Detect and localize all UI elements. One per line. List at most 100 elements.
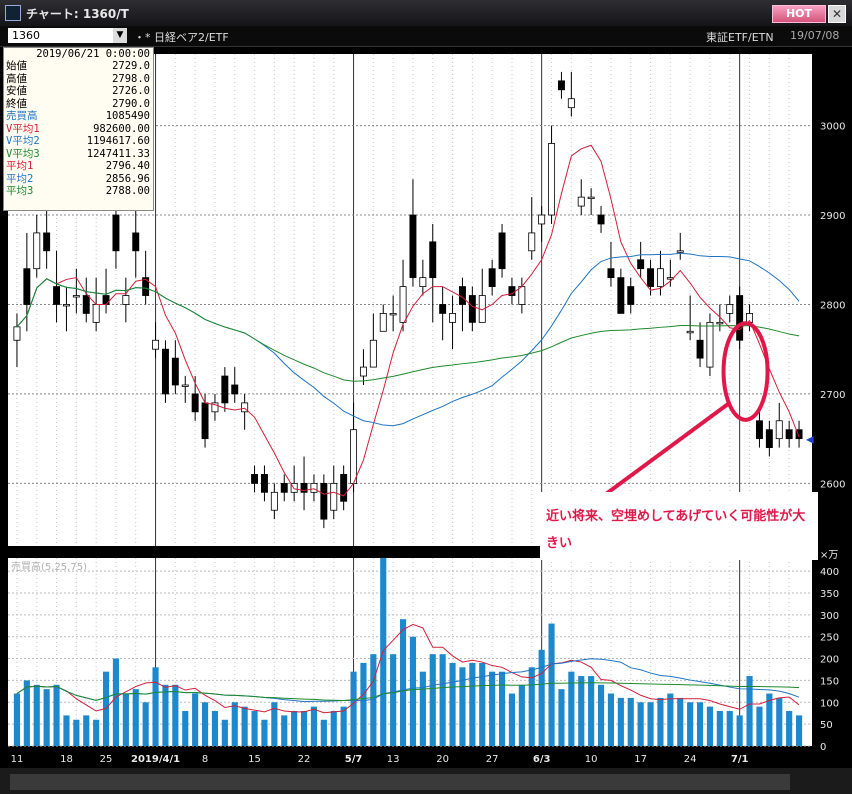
candle	[429, 241, 437, 279]
volume-bar	[449, 662, 456, 746]
symbol-name: ・* 日経ベア2/ETF	[134, 31, 229, 44]
volume-bar	[538, 649, 545, 746]
volume-bar	[53, 684, 60, 746]
scroll-thumb	[10, 774, 790, 790]
candle	[637, 259, 645, 270]
candle	[53, 286, 61, 305]
info-value: 1194617.60	[86, 135, 150, 147]
x-tick-label: 15	[248, 754, 261, 765]
x-tick-label: 11	[11, 754, 24, 765]
candle	[577, 196, 585, 207]
info-row: 平均1 2796.40	[4, 160, 153, 173]
candle	[755, 420, 763, 440]
candle	[409, 214, 417, 279]
x-tick-label: 17	[634, 754, 647, 765]
candle	[191, 393, 199, 413]
info-value: 2798.0	[112, 72, 150, 85]
volume-bar	[330, 711, 337, 746]
volume-bar	[528, 667, 535, 746]
candle	[716, 321, 724, 325]
candle	[587, 196, 595, 200]
volume-bar	[33, 684, 40, 746]
candle	[656, 268, 664, 287]
candle	[142, 277, 150, 296]
x-tick-label: 13	[387, 754, 400, 765]
candle	[350, 429, 358, 484]
info-row: 平均2 2856.96	[4, 173, 153, 186]
info-label: 売買高	[6, 110, 38, 122]
volume-bar	[667, 693, 674, 746]
x-tick-label: 20	[436, 754, 449, 765]
candle	[369, 339, 377, 368]
x-tick-label: 18	[60, 754, 73, 765]
volume-tick-label: 50	[820, 720, 833, 731]
x-tick-label: 7/1	[731, 754, 749, 765]
market-name: 東証ETF/ETN	[706, 31, 774, 44]
volume-bar	[597, 684, 605, 746]
volume-bar	[508, 693, 516, 746]
candle	[419, 277, 427, 287]
candle	[62, 304, 70, 307]
volume-tick-label: 350	[820, 589, 839, 600]
symbol-input[interactable]: 1360	[8, 28, 126, 43]
volume-tick-label: 400	[820, 567, 839, 578]
volume-tick-label: 200	[820, 655, 839, 666]
candle	[221, 375, 229, 404]
volume-bar	[23, 680, 30, 746]
volume-bar	[588, 676, 595, 746]
chart-canvas[interactable]: 2600 2700 2800 2900 3000 0 50 100 150 200 250 300 35…	[0, 46, 852, 794]
volume-bar	[132, 689, 139, 746]
x-tick-label: 8	[202, 754, 208, 765]
candle	[597, 214, 605, 225]
candle	[607, 268, 615, 279]
info-value: 1085490	[105, 110, 150, 122]
volume-bar	[360, 662, 367, 746]
volume-bar	[469, 662, 476, 746]
hot-button[interactable]: HOT	[772, 5, 826, 23]
candle	[92, 304, 100, 323]
volume-bar	[726, 711, 733, 746]
candle	[122, 295, 130, 305]
info-value: 2790.0	[112, 97, 150, 110]
volume-bar	[63, 715, 70, 746]
volume-bar	[637, 702, 644, 746]
x-tick-label: 24	[684, 754, 697, 765]
candle	[439, 304, 447, 314]
candle	[399, 286, 407, 323]
volume-tick-label: 100	[820, 698, 839, 709]
chart-app-icon	[5, 5, 21, 21]
info-label: 終値	[6, 97, 27, 110]
candle	[82, 295, 90, 314]
volume-bar	[211, 711, 219, 746]
info-row: V平均3 1247411.33	[4, 148, 153, 161]
candle	[13, 326, 21, 341]
info-label: 平均3	[6, 185, 34, 197]
info-row: 高値 2798.0	[4, 73, 153, 86]
candle	[458, 286, 466, 305]
volume-bar	[479, 662, 486, 746]
volume-bar	[746, 676, 753, 746]
volume-bar	[241, 706, 248, 746]
current-date: 19/07/08	[790, 29, 840, 42]
x-tick-label: 10	[585, 754, 598, 765]
volume-bar	[716, 711, 723, 746]
volume-bar	[390, 654, 397, 746]
chevron-down-icon[interactable]: ▼	[113, 28, 127, 43]
close-button[interactable]: ✕	[828, 5, 846, 23]
volume-bar	[736, 715, 743, 746]
volume-tick-label: 0	[820, 742, 826, 753]
candle	[310, 482, 318, 493]
candle	[706, 321, 714, 368]
candle	[775, 420, 783, 440]
info-row: 始値 2729.0	[4, 60, 153, 73]
volume-bar	[617, 697, 624, 746]
price-tick-label: 3000	[820, 122, 845, 133]
candle	[320, 482, 328, 520]
info-label: 安値	[6, 85, 27, 97]
volume-bar	[370, 654, 377, 746]
volume-bar	[231, 702, 238, 746]
volume-bar	[182, 711, 189, 746]
candle	[726, 304, 734, 314]
candle	[468, 295, 476, 323]
volume-bar	[548, 623, 555, 746]
